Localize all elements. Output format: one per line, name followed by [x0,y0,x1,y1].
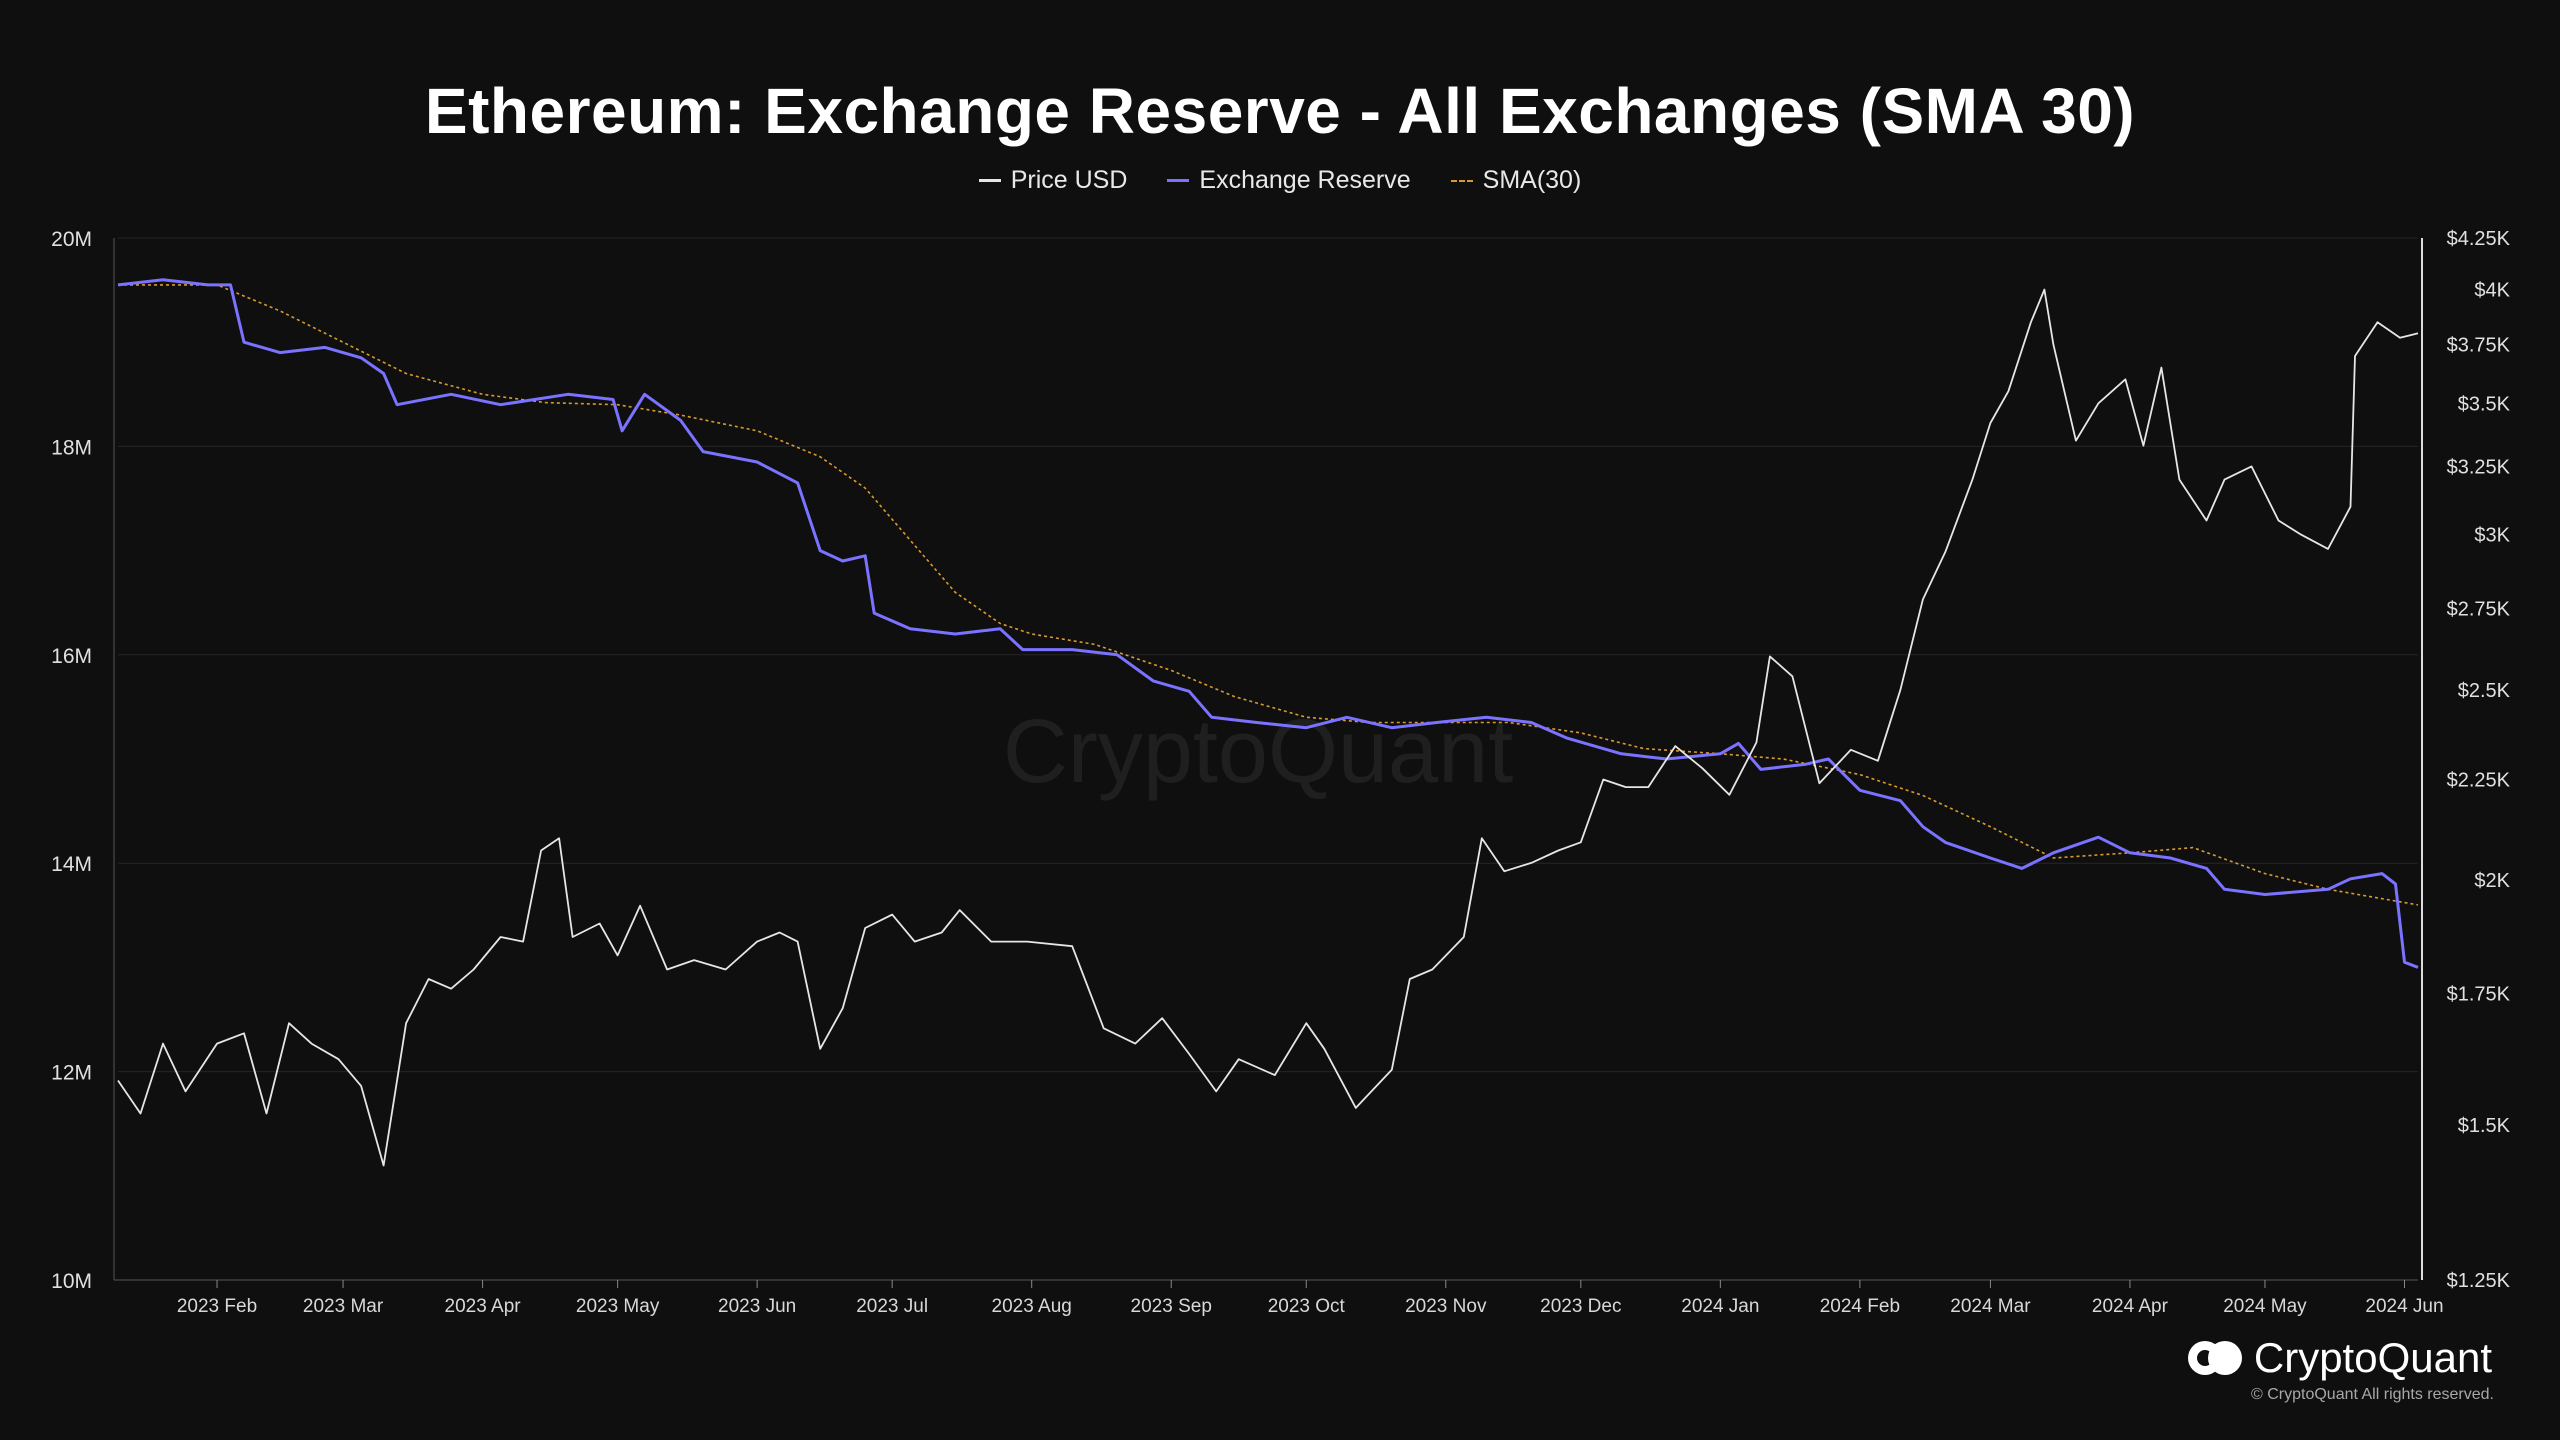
x-tick-label: 2023 Apr [445,1296,522,1317]
x-tick-label: 2023 May [576,1296,660,1317]
right-tick-label: $2.5K [2458,680,2511,702]
right-tick-label: $1.25K [2447,1270,2511,1292]
x-tick-label: 2023 Nov [1405,1296,1487,1317]
brand-name: CryptoQuant [2253,1334,2492,1381]
x-tick-label: 2024 Jun [2365,1296,2443,1317]
left-tick-label: 10M [51,1270,92,1293]
cryptoquant-logo-icon [2187,1341,2242,1375]
x-tick-label: 2024 May [2223,1296,2307,1317]
x-tick-label: 2023 Mar [303,1296,384,1317]
x-tick-label: 2023 Jun [718,1296,796,1317]
chart-title: Ethereum: Exchange Reserve - All Exchang… [424,75,2136,147]
x-tick-label: 2023 Oct [1268,1296,1346,1317]
legend-item-sma[interactable]: SMA(30) [1450,166,1582,195]
series-line-sma-30 [118,284,2419,906]
right-tick-label: $1.75K [2447,984,2511,1006]
right-tick-label: $3.5K [2458,393,2511,415]
x-tick-label: 2023 Feb [177,1296,257,1317]
legend-swatch-reserve [1167,179,1190,182]
x-tick-label: 2024 Feb [1820,1296,1900,1317]
x-tick-label: 2024 Jan [1681,1296,1759,1317]
legend-swatch-sma [1450,179,1473,182]
x-tick-label: 2023 Dec [1540,1296,1621,1317]
x-tick-label: 2024 Mar [1950,1296,2031,1317]
series-line-price-usd [117,288,2419,1167]
brand-logo: CryptoQuant [2187,1334,2492,1382]
right-tick-label: $4.25K [2447,228,2511,250]
left-tick-label: 16M [51,645,92,668]
right-tick-label: $2.25K [2447,770,2511,792]
legend-label-reserve: Exchange Reserve [1199,166,1411,194]
x-tick-label: 2023 Jul [856,1296,928,1317]
x-tick-label: 2023 Aug [992,1296,1072,1317]
copyright-text: © CryptoQuant All rights reserved. [2251,1386,2494,1403]
left-tick-label: 20M [51,228,92,251]
right-tick-label: $3.25K [2447,456,2511,478]
left-tick-label: 12M [51,1062,92,1085]
x-tick-label: 2024 Apr [2092,1296,2169,1317]
legend-item-reserve[interactable]: Exchange Reserve [1167,166,1411,195]
chart-legend: Price USD Exchange Reserve SMA(30) [0,166,2560,195]
right-tick-label: $3.75K [2447,335,2511,357]
left-tick-label: 14M [51,853,92,876]
right-tick-label: $3K [2474,525,2510,547]
right-tick-label: $1.5K [2458,1115,2511,1137]
left-tick-label: 18M [51,436,92,459]
x-tick-label: 2023 Sep [1131,1296,1212,1317]
right-tick-label: $2.75K [2447,599,2511,621]
series-line-exchange-reserve [117,278,2419,969]
legend-label-sma: SMA(30) [1482,166,1582,194]
right-tick-label: $4K [2474,280,2510,302]
legend-swatch-price [978,179,1001,182]
legend-label-price: Price USD [1010,166,1128,194]
legend-item-price[interactable]: Price USD [978,166,1128,195]
watermark: CryptoQuant [1003,702,1513,802]
right-tick-label: $2K [2474,870,2510,892]
